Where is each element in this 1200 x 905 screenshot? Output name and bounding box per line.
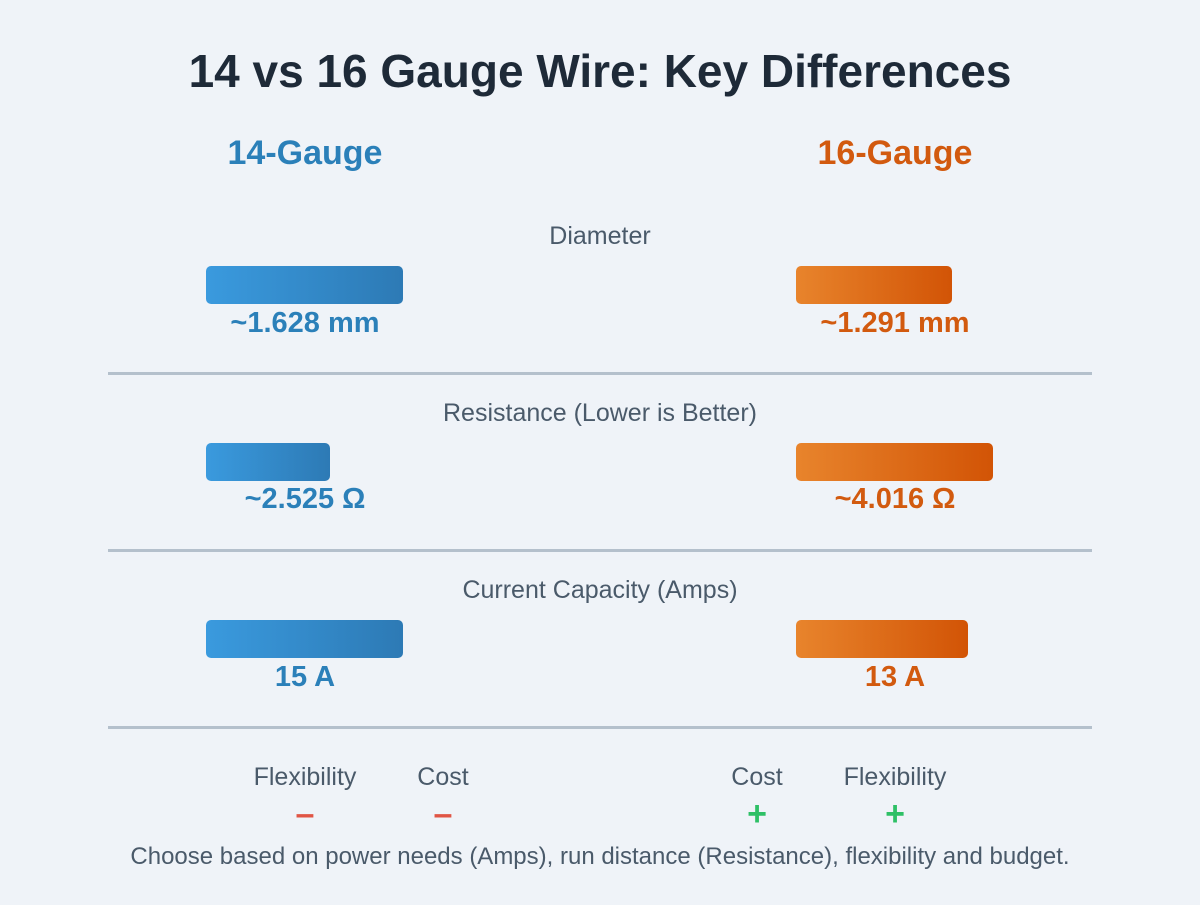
bar-14-gauge-current (206, 620, 403, 658)
row-label-resistance: Resistance (Lower is Better) (442, 399, 757, 427)
page-title: 14 vs 16 Gauge Wire: Key Differences (188, 45, 1012, 97)
column-header-16-gauge: 16-Gauge (817, 134, 973, 172)
bar-16-gauge-current (796, 620, 968, 658)
trait-label-14-flexibility: Flexibility (253, 763, 357, 791)
trait-label-16-cost: Cost (731, 763, 783, 791)
value-14-gauge-resistance: ~2.525 Ω (244, 483, 366, 515)
row-label-current-capacity: Current Capacity (Amps) (462, 576, 738, 604)
divider (108, 549, 1092, 552)
divider (108, 726, 1092, 729)
plus-icon: + (885, 795, 905, 833)
bar-14-gauge-resistance (206, 443, 330, 481)
bar-14-gauge-diameter (206, 266, 403, 304)
value-16-gauge-resistance: ~4.016 Ω (834, 483, 956, 515)
minus-icon: – (433, 795, 453, 833)
trait-label-14-cost: Cost (417, 763, 469, 791)
divider (108, 372, 1092, 375)
plus-icon: + (747, 795, 767, 833)
value-16-gauge-diameter: ~1.291 mm (820, 307, 970, 339)
footer-note: Choose based on power needs (Amps), run … (130, 843, 1070, 870)
row-label-diameter: Diameter (549, 222, 651, 250)
value-14-gauge-diameter: ~1.628 mm (230, 307, 380, 339)
minus-icon: – (295, 795, 315, 833)
bar-16-gauge-diameter (796, 266, 952, 304)
value-16-gauge-current: 13 A (864, 661, 926, 693)
column-header-14-gauge: 14-Gauge (227, 134, 383, 172)
value-14-gauge-current: 15 A (274, 661, 336, 693)
bar-16-gauge-resistance (796, 443, 993, 481)
trait-label-16-flexibility: Flexibility (843, 763, 947, 791)
